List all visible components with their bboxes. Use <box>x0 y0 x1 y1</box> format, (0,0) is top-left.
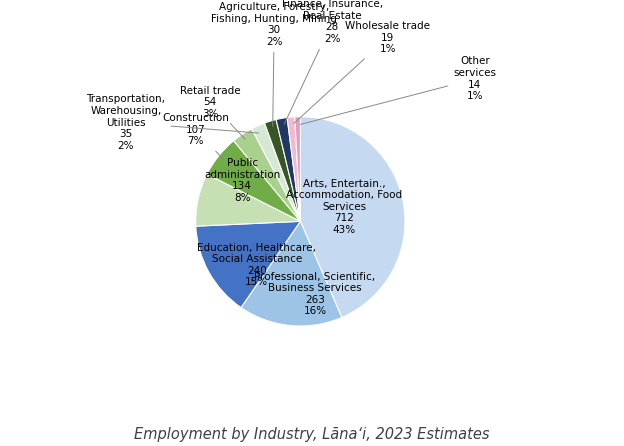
Wedge shape <box>196 221 300 308</box>
Wedge shape <box>241 221 342 326</box>
Text: Agriculture, Forestry,
Fishing, Hunting, Mining
30
2%: Agriculture, Forestry, Fishing, Hunting,… <box>212 2 337 126</box>
Text: Arts, Entertain.,
Accommodation, Food
Services
712
43%: Arts, Entertain., Accommodation, Food Se… <box>286 178 402 235</box>
Text: Professional, Scientific,
Business Services
263
16%: Professional, Scientific, Business Servi… <box>255 272 376 316</box>
Wedge shape <box>276 118 300 221</box>
Text: Public
administration
134
8%: Public administration 134 8% <box>204 158 280 203</box>
Text: Finance, Insurance,
Real Estate
28
2%: Finance, Insurance, Real Estate 28 2% <box>282 0 383 124</box>
Wedge shape <box>295 117 300 221</box>
Wedge shape <box>233 129 300 221</box>
Wedge shape <box>265 120 300 221</box>
Wedge shape <box>196 174 300 226</box>
Text: Wholesale trade
19
1%: Wholesale trade 19 1% <box>294 21 430 124</box>
Text: Employment by Industry, Lānaʻi, 2023 Estimates: Employment by Industry, Lānaʻi, 2023 Est… <box>134 426 490 442</box>
Text: Retail trade
54
3%: Retail trade 54 3% <box>180 86 245 139</box>
Text: Transportation,
Warehousing,
Utilities
35
2%: Transportation, Warehousing, Utilities 3… <box>87 94 258 151</box>
Text: Education, Healthcare,
Social Assistance
240
15%: Education, Healthcare, Social Assistance… <box>197 243 316 287</box>
Text: Other
services
14
1%: Other services 14 1% <box>301 57 496 124</box>
Text: Construction
107
7%: Construction 107 7% <box>162 113 229 159</box>
Wedge shape <box>251 123 300 221</box>
Wedge shape <box>300 117 405 318</box>
Wedge shape <box>207 141 300 221</box>
Wedge shape <box>287 117 300 221</box>
